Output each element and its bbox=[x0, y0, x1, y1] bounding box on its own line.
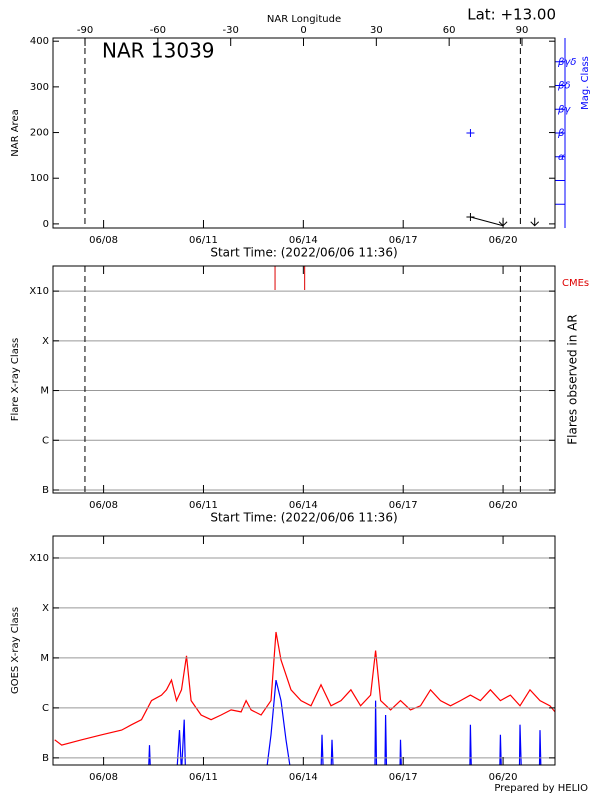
x-tick-label: 06/14 bbox=[289, 772, 318, 783]
plot-frame bbox=[52, 265, 556, 494]
x-tick-label: 06/08 bbox=[89, 500, 118, 511]
y-tick-label: C bbox=[42, 703, 49, 714]
x-tick-label: 06/11 bbox=[189, 500, 218, 511]
y2-tick-label: α bbox=[558, 152, 565, 163]
plot-frame bbox=[52, 37, 556, 229]
y2-tick-label: βγδ bbox=[557, 57, 576, 68]
y2-tick-label: βγ bbox=[557, 104, 571, 115]
arrow-marker bbox=[498, 217, 508, 227]
latitude-annotation: Lat: +13.00 bbox=[467, 6, 556, 24]
x-axis-label: Start Time: (2022/06/06 11:36) bbox=[210, 246, 397, 260]
top-x-tick-label: 30 bbox=[370, 25, 383, 36]
top-axis-label: NAR Longitude bbox=[267, 14, 341, 25]
y-tick-label: B bbox=[42, 485, 49, 496]
x-tick-label: 06/08 bbox=[89, 772, 118, 783]
plot-area bbox=[470, 216, 504, 227]
x-tick-label: 06/14 bbox=[289, 235, 318, 246]
x-tick-label: 06/20 bbox=[489, 500, 518, 511]
plus-marker bbox=[466, 213, 475, 222]
x-tick-label: 06/20 bbox=[489, 235, 518, 246]
y-tick-label: 300 bbox=[30, 82, 49, 93]
legend-label: CMEs bbox=[562, 278, 589, 289]
y2-axis-label: Mag. Class bbox=[580, 56, 591, 110]
y-axis-label: GOES X-ray Class bbox=[10, 607, 21, 694]
y2-axis-label: Flares observed in AR bbox=[566, 314, 580, 444]
x-tick-label: 06/14 bbox=[289, 500, 318, 511]
top-x-tick-label: -30 bbox=[223, 25, 239, 36]
y2-tick-label: β bbox=[557, 128, 565, 139]
top-x-tick-label: -90 bbox=[77, 25, 93, 36]
x-tick-label: 06/17 bbox=[389, 772, 418, 783]
y-axis-label: NAR Area bbox=[10, 109, 21, 156]
series-line bbox=[470, 216, 504, 227]
y-tick-label: 400 bbox=[30, 36, 49, 47]
plus-marker bbox=[466, 129, 475, 137]
y-tick-label: X bbox=[42, 336, 49, 347]
arrow-marker bbox=[530, 217, 540, 227]
x-tick-label: 06/08 bbox=[89, 235, 118, 246]
x-axis-label: Start Time: (2022/06/06 11:36) bbox=[210, 511, 397, 525]
plot-area bbox=[54, 631, 555, 765]
y-tick-label: B bbox=[42, 753, 49, 764]
y-tick-label: X10 bbox=[29, 553, 49, 564]
y2-tick-label: βδ bbox=[557, 81, 571, 92]
x-tick-label: 06/11 bbox=[189, 235, 218, 246]
y-tick-label: 0 bbox=[43, 219, 49, 230]
series-line bbox=[148, 679, 542, 765]
y-tick-label: X bbox=[42, 603, 49, 614]
footer: Prepared by HELIO bbox=[494, 783, 588, 794]
y-axis-label: Flare X-ray Class bbox=[10, 338, 21, 422]
x-tick-label: 06/17 bbox=[389, 500, 418, 511]
top-x-tick-label: -60 bbox=[150, 25, 166, 36]
series-line bbox=[54, 631, 555, 746]
y-tick-label: 200 bbox=[30, 128, 49, 139]
y-tick-label: 100 bbox=[30, 173, 49, 184]
x-tick-label: 06/11 bbox=[189, 772, 218, 783]
plot-frame bbox=[52, 535, 556, 766]
top-x-tick-label: 60 bbox=[443, 25, 456, 36]
y-tick-label: X10 bbox=[29, 286, 49, 297]
y-tick-label: M bbox=[40, 386, 49, 397]
x-tick-label: 06/17 bbox=[389, 235, 418, 246]
top-x-tick-label: 90 bbox=[516, 25, 529, 36]
top-x-tick-label: 0 bbox=[300, 25, 306, 36]
y-tick-label: M bbox=[40, 653, 49, 664]
y-tick-label: C bbox=[42, 435, 49, 446]
x-tick-label: 06/20 bbox=[489, 772, 518, 783]
